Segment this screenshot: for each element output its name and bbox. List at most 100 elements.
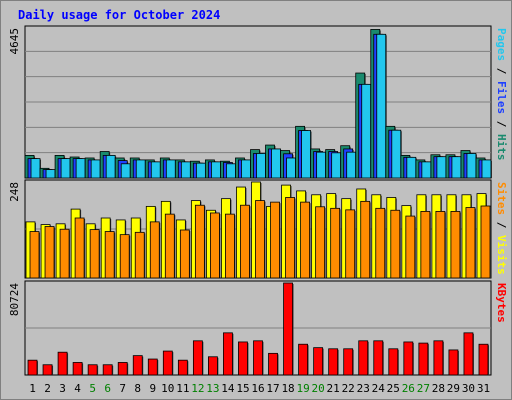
- series-legend: Pages / Files / Hits: [495, 28, 508, 161]
- bar-sites-day-21: [330, 207, 341, 279]
- bar-kbytes-day-14: [223, 332, 233, 376]
- x-tick-label: 5: [89, 382, 96, 395]
- bar-pages-day-8: [135, 159, 146, 179]
- x-tick-label: 26: [402, 382, 415, 395]
- x-tick-label: 31: [477, 382, 490, 395]
- x-tick-label: 23: [357, 382, 370, 395]
- x-tick-label: 24: [372, 382, 386, 395]
- bar-kbytes-day-16: [253, 340, 263, 376]
- bar-kbytes-day-12: [192, 340, 203, 376]
- bar-kbytes-day-6: [102, 364, 113, 376]
- x-tick-label: 10: [161, 382, 174, 395]
- bar-sites-day-3: [59, 228, 70, 279]
- bar-pages-day-16: [256, 153, 266, 179]
- bar-kbytes-day-28: [433, 340, 444, 376]
- x-tick-label: 3: [59, 382, 66, 395]
- bar-kbytes-day-10: [162, 350, 173, 376]
- bar-kbytes-day-20: [313, 347, 324, 376]
- x-tick-label: 20: [312, 382, 325, 395]
- bar-sites-day-9: [149, 221, 160, 279]
- series-legend: KBytes: [495, 283, 508, 323]
- bar-sites-day-2: [44, 226, 55, 279]
- x-tick-label: 28: [432, 382, 445, 395]
- max-value-label: 80724: [8, 283, 21, 316]
- x-tick-label: 22: [342, 382, 355, 395]
- bar-pages-day-30: [466, 153, 477, 179]
- bar-pages-day-9: [150, 161, 161, 179]
- bar-pages-day-26: [406, 156, 417, 179]
- bar-pages-day-25: [391, 129, 402, 179]
- bar-sites-day-29: [450, 211, 461, 279]
- bar-pages-day-31: [481, 159, 492, 179]
- bar-pages-day-19: [301, 130, 311, 179]
- bar-kbytes-day-11: [177, 359, 188, 376]
- bar-pages-day-28: [436, 156, 447, 179]
- bar-sites-day-1: [29, 231, 40, 279]
- bar-sites-day-24: [375, 207, 386, 279]
- x-tick-label: 13: [206, 382, 219, 395]
- bar-kbytes-day-29: [448, 349, 459, 376]
- bar-sites-day-17: [270, 201, 280, 279]
- legend-entry: Hits: [495, 134, 508, 161]
- bar-kbytes-day-17: [268, 352, 278, 376]
- bar-pages-day-21: [331, 152, 342, 179]
- x-tick-label: 6: [104, 382, 111, 395]
- legend-entry: Sites: [495, 182, 508, 215]
- x-tick-label: 16: [251, 382, 264, 395]
- bar-kbytes-day-23: [358, 340, 369, 376]
- bar-sites-day-26: [405, 215, 416, 279]
- bar-sites-day-5: [89, 229, 100, 279]
- bar-sites-day-28: [435, 211, 446, 279]
- chart-title: Daily usage for October 2024: [18, 8, 220, 22]
- x-tick-label: 27: [417, 382, 430, 395]
- bar-pages-day-24: [376, 33, 387, 179]
- bar-pages-day-4: [75, 158, 86, 179]
- legend-entry: Files: [495, 81, 508, 114]
- bar-pages-day-2: [45, 169, 56, 179]
- legend-entry: Visits: [495, 235, 508, 275]
- legend-entry: /: [495, 114, 508, 134]
- x-tick-label: 8: [134, 382, 141, 395]
- bar-kbytes-day-3: [57, 351, 68, 376]
- bar-pages-day-15: [241, 159, 251, 179]
- x-tick-label: 15: [236, 382, 249, 395]
- max-value-label: 248: [8, 182, 21, 202]
- bar-pages-day-11: [180, 161, 191, 179]
- x-tick-label: 19: [296, 382, 309, 395]
- legend-entry: /: [495, 215, 508, 235]
- bar-pages-day-1: [30, 158, 41, 179]
- bar-sites-day-20: [315, 206, 326, 279]
- bar-pages-day-23: [361, 83, 372, 179]
- bar-pages-day-27: [421, 161, 432, 179]
- series-legend: Sites / Visits: [495, 182, 508, 275]
- x-tick-label: 12: [191, 382, 204, 395]
- bar-sites-day-31: [480, 205, 491, 279]
- bar-sites-day-18: [285, 197, 295, 279]
- bar-kbytes-day-30: [463, 332, 474, 376]
- bar-kbytes-day-13: [208, 356, 218, 376]
- x-tick-label: 29: [447, 382, 460, 395]
- bar-sites-day-30: [465, 207, 476, 279]
- bar-kbytes-day-26: [403, 341, 414, 376]
- bar-pages-day-20: [316, 151, 327, 179]
- bar-pages-day-5: [90, 159, 101, 179]
- bar-kbytes-day-24: [373, 340, 384, 376]
- bar-pages-day-17: [271, 148, 281, 179]
- bar-kbytes-day-19: [298, 343, 308, 376]
- bar-sites-day-19: [300, 201, 310, 279]
- bar-kbytes-day-31: [478, 343, 489, 376]
- x-tick-label: 1: [29, 382, 36, 395]
- bar-pages-day-29: [451, 156, 462, 179]
- x-tick-label: 2: [44, 382, 51, 395]
- x-tick-label: 14: [221, 382, 235, 395]
- bar-sites-day-6: [104, 231, 115, 279]
- x-tick-label: 4: [74, 382, 81, 395]
- bar-sites-day-4: [74, 217, 85, 279]
- bar-kbytes-day-5: [87, 364, 98, 376]
- chart-panels: 4645 Pages / Files / Hits 248 Sites / Visit…: [8, 25, 508, 376]
- bar-sites-day-14: [225, 213, 235, 279]
- panel-lower: 80724 KBytes: [8, 280, 508, 376]
- bar-pages-day-10: [165, 159, 176, 179]
- x-tick-label: 17: [266, 382, 279, 395]
